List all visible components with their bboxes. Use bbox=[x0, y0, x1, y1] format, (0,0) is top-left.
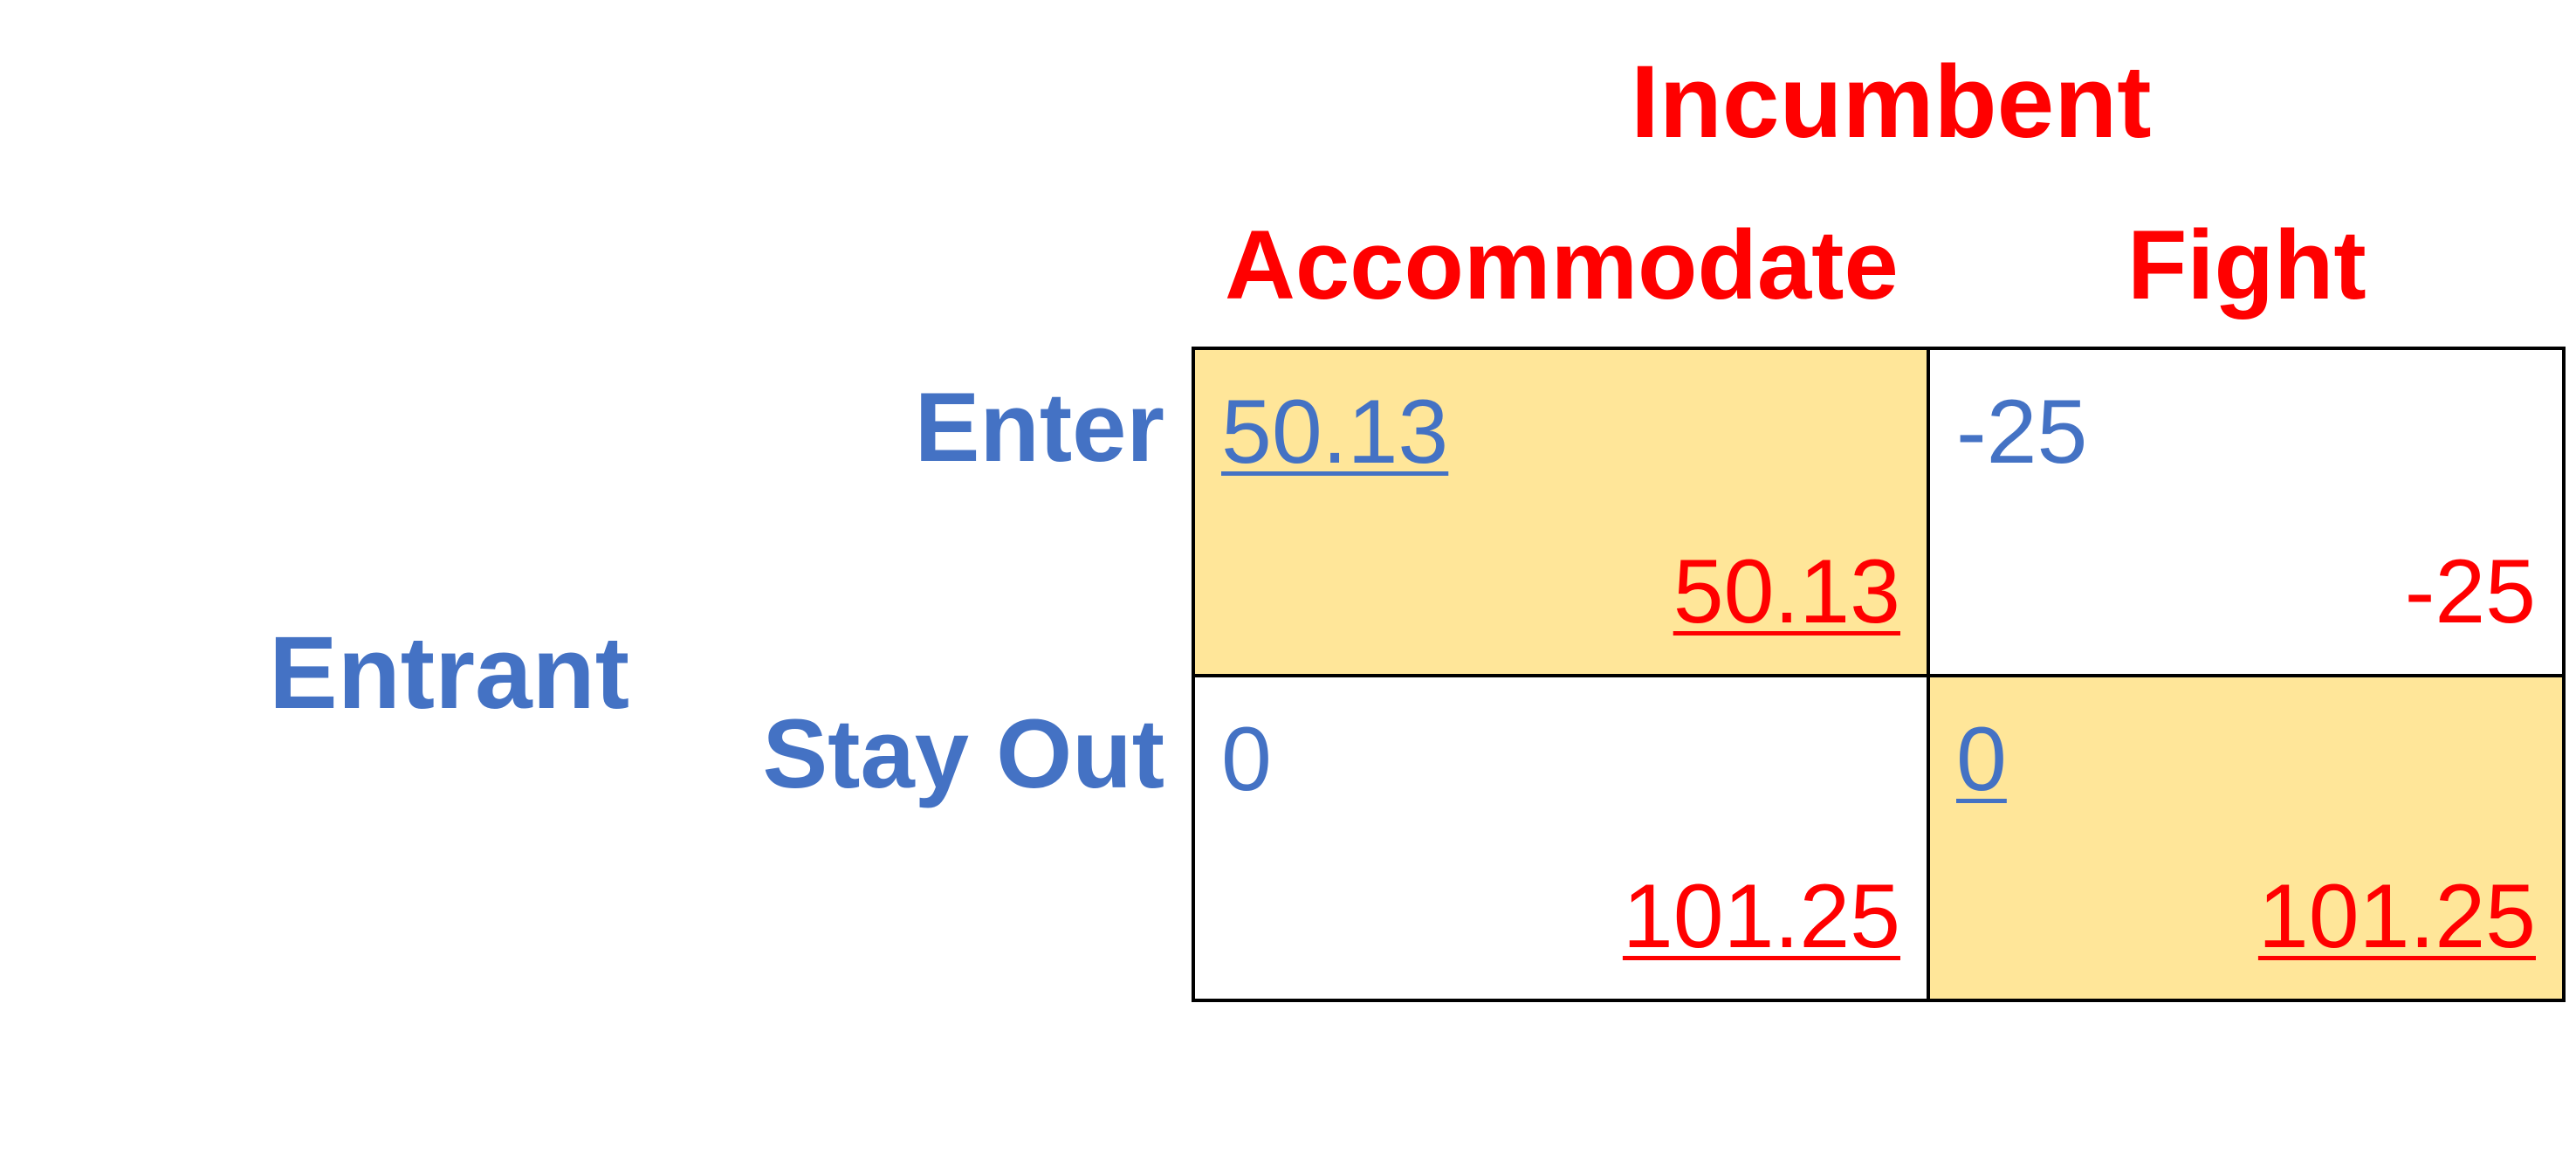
row-strategy-stay-out: Stay Out bbox=[762, 699, 1164, 808]
column-payoff: 101.25 bbox=[1622, 866, 1900, 967]
column-payoff: 101.25 bbox=[2257, 866, 2536, 967]
column-player-label: Incumbent bbox=[1631, 45, 2152, 160]
row-payoff: -25 bbox=[1956, 381, 2088, 483]
row-payoff: 50.13 bbox=[1221, 381, 1449, 483]
column-strategy-accommodate: Accommodate bbox=[1225, 210, 1899, 319]
row-player-label: Entrant bbox=[269, 615, 629, 731]
payoff-matrix: 50.13 50.13 -25 -25 0 101.25 0 101.25 bbox=[1192, 347, 2566, 1002]
cell-enter-fight: -25 -25 bbox=[1930, 350, 2562, 674]
cell-stayout-fight: 0 101.25 bbox=[1930, 677, 2562, 999]
column-strategy-fight: Fight bbox=[2127, 210, 2366, 319]
column-payoff: 50.13 bbox=[1673, 541, 1900, 642]
column-payoff: -25 bbox=[2404, 541, 2536, 642]
cell-stayout-accommodate: 0 101.25 bbox=[1195, 677, 1927, 999]
row-divider bbox=[1195, 674, 2562, 677]
cell-enter-accommodate: 50.13 50.13 bbox=[1195, 350, 1927, 674]
row-strategy-enter: Enter bbox=[914, 373, 1164, 482]
row-payoff: 0 bbox=[1221, 709, 1272, 810]
row-payoff: 0 bbox=[1956, 709, 2007, 810]
